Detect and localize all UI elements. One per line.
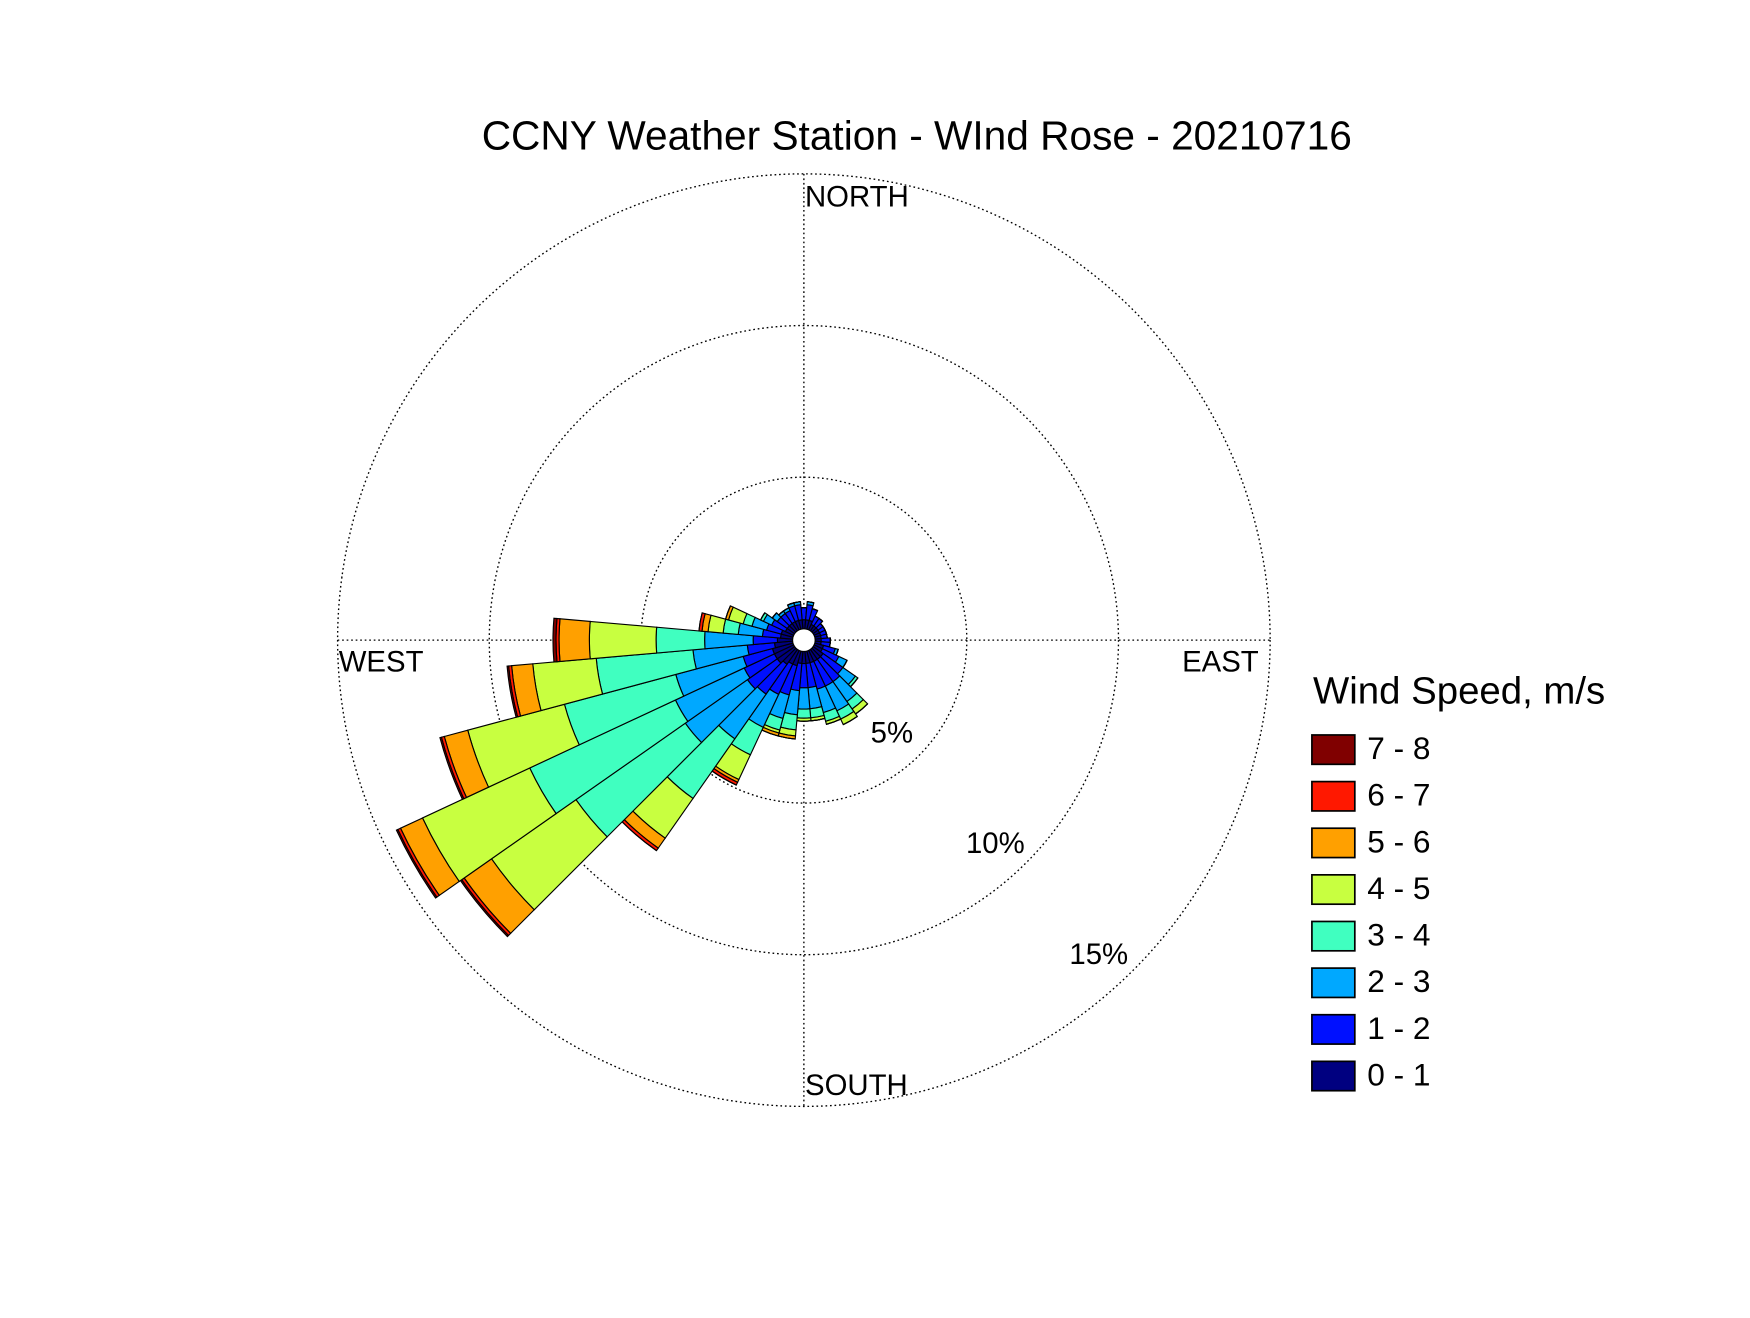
legend-label: 2 - 3 [1367,963,1430,999]
legend-swatch [1312,1061,1355,1090]
legend-label: 7 - 8 [1367,730,1430,766]
legend-label: 6 - 7 [1367,777,1430,813]
direction-label: NORTH [805,180,909,213]
chart-title: CCNY Weather Station - WInd Rose - 20210… [482,113,1352,159]
r-tick-label: 5% [871,716,913,749]
bars [396,602,867,937]
legend-title: Wind Speed, m/s [1313,669,1605,712]
wind-segment [797,709,811,718]
wind-segment [589,621,656,658]
legend-swatch [1312,828,1355,857]
legend-label: 1 - 2 [1367,1010,1430,1046]
r-tick-label: 15% [1069,938,1128,971]
legend-swatch [1312,875,1355,904]
legend-swatch [1312,968,1355,997]
r-tick-label: 10% [966,827,1025,860]
direction-label: SOUTH [805,1069,908,1102]
legend-swatch [1312,782,1355,811]
center-hole [793,629,816,652]
wind-segment [553,618,557,662]
legend-label: 3 - 4 [1367,917,1430,953]
legend-label: 4 - 5 [1367,870,1430,906]
legend-label: 0 - 1 [1367,1057,1430,1093]
wind-segment [559,619,590,662]
legend: 0 - 1 1 - 2 2 - 3 3 - 4 4 - 5 5 - 6 6 - 7 7 - 8 [1312,730,1431,1092]
legend-label: 5 - 6 [1367,823,1430,859]
legend-swatch [1312,735,1355,764]
wind-segment [656,627,705,653]
direction-label: WEST [339,646,424,679]
legend-swatch [1312,921,1355,950]
wind-segment [826,634,827,638]
legend-swatch [1312,1015,1355,1044]
direction-label: EAST [1182,646,1259,679]
